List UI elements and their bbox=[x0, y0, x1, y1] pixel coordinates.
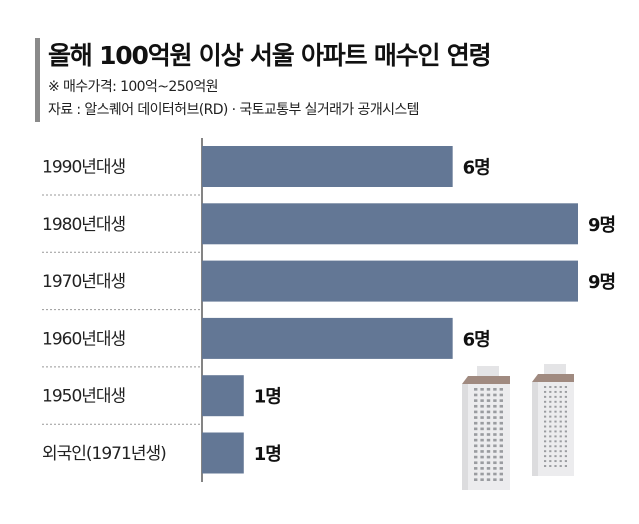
category-label: 외국인(1971년생) bbox=[42, 444, 166, 464]
apartment-buildings-illustration bbox=[462, 364, 574, 490]
category-label: 1960년대생 bbox=[42, 329, 125, 349]
chart-subtitle: ※ 매수가격: 100억~250억원 bbox=[48, 79, 218, 95]
bar bbox=[202, 260, 578, 302]
category-label: 1950년대생 bbox=[42, 387, 125, 407]
bar bbox=[202, 203, 578, 245]
value-label: 9명 bbox=[588, 272, 615, 293]
value-label: 1명 bbox=[254, 387, 281, 408]
value-label: 1명 bbox=[254, 444, 281, 465]
value-label: 6명 bbox=[463, 329, 490, 350]
category-label: 1990년대생 bbox=[42, 158, 125, 178]
value-label: 6명 bbox=[463, 158, 490, 179]
chart-title: 올해 100억원 이상 서울 아파트 매수인 연령 bbox=[48, 41, 492, 70]
value-label: 9명 bbox=[588, 215, 615, 236]
bar bbox=[202, 317, 453, 359]
bar bbox=[202, 432, 244, 474]
chart-source: 자료 : 알스퀘어 데이터허브(RD) · 국토교통부 실거래가 공개시스템 bbox=[48, 102, 420, 118]
bar bbox=[202, 146, 453, 187]
bar bbox=[202, 375, 244, 417]
category-label: 1980년대생 bbox=[42, 215, 125, 235]
category-label: 1970년대생 bbox=[42, 272, 125, 292]
title-accent-bar bbox=[35, 38, 40, 122]
